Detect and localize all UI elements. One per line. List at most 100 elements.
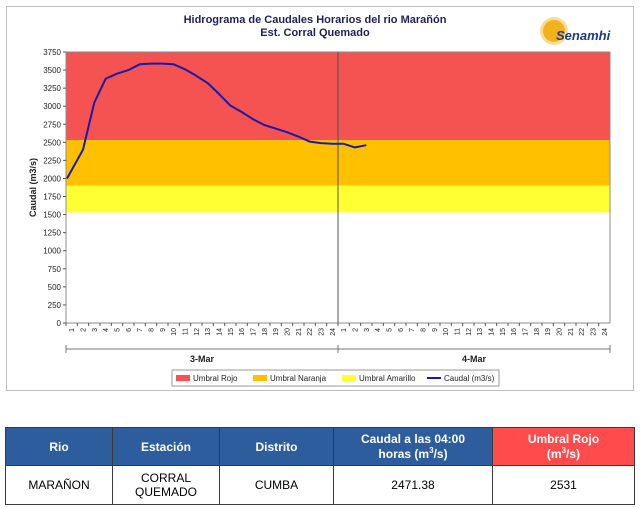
y-tick-label: 3000: [43, 102, 61, 111]
caudal-series-line: [66, 62, 367, 179]
x-tick-label: 23: [591, 328, 598, 336]
y-tick-label: 1250: [43, 229, 61, 238]
y-tick-label: 500: [48, 283, 62, 292]
cell-umbral: 2531: [492, 465, 635, 505]
y-tick-label: 0: [57, 319, 62, 328]
y-tick-label: 750: [48, 265, 62, 274]
x-tick-label: 17: [251, 328, 258, 336]
hydrograph-chart: 0250500750100012501500175020002250250027…: [28, 48, 611, 387]
x-tick-label: 18: [534, 328, 541, 336]
x-tick-label: 13: [477, 328, 484, 336]
y-tick-label: 1500: [43, 211, 61, 220]
y-tick-label: 250: [48, 301, 62, 310]
x-tick-label: 7: [137, 328, 144, 332]
x-tick-label: 14: [489, 328, 496, 336]
table-header-row: Rio Estación Distrito Caudal a las 04:00…: [5, 427, 635, 466]
x-tick-label: 2: [353, 328, 360, 332]
legend-label: Umbral Amarillo: [359, 374, 416, 383]
x-tick-label: 21: [296, 328, 303, 336]
legend-swatch: [253, 375, 267, 381]
cell-estacion-line2: QUEMADO: [134, 485, 197, 499]
y-tick-label: 2500: [43, 138, 61, 147]
cell-distrito: CUMBA: [219, 465, 334, 505]
x-tick-label: 12: [466, 328, 473, 336]
x-tick-label: 1: [341, 328, 348, 332]
day-label: 3-Mar: [190, 354, 215, 364]
header-umbral-line1: Umbral Rojo: [527, 432, 600, 446]
header-estacion: Estación: [112, 427, 220, 466]
header-distrito: Distrito: [219, 427, 334, 466]
legend-swatch: [176, 375, 190, 381]
y-tick-label: 3750: [43, 48, 61, 57]
header-caudal-line2: horas (m3/s): [378, 446, 448, 461]
x-tick-label: 5: [387, 328, 394, 332]
senamhi-logo-text: Senamhi: [556, 28, 611, 43]
header-umbral-rojo: Umbral Rojo (m3/s): [492, 427, 635, 466]
x-tick-label: 9: [432, 328, 439, 332]
x-tick-label: 18: [262, 328, 269, 336]
x-tick-label: 24: [330, 328, 337, 336]
table-row: MARAÑON CORRAL QUEMADO CUMBA 2471.38 253…: [5, 465, 635, 505]
x-tick-label: 14: [217, 328, 224, 336]
legend-box: [171, 369, 500, 387]
x-tick-label: 15: [228, 328, 235, 336]
x-tick-label: 8: [421, 328, 428, 332]
x-tick-label: 17: [523, 328, 530, 336]
chart-title-main: Hidrograma de Caudales Horarios del rio …: [183, 14, 447, 26]
x-tick-label: 3: [364, 328, 371, 332]
y-tick-label: 2750: [43, 120, 61, 129]
header-caudal-line1: Caudal a las 04:00: [360, 432, 466, 446]
day-label: 4-Mar: [462, 354, 487, 364]
x-tick-label: 2: [81, 328, 88, 332]
x-tick-label: 16: [511, 328, 518, 336]
x-tick-label: 15: [500, 328, 507, 336]
x-tick-label: 4: [375, 328, 382, 332]
x-tick-label: 19: [273, 328, 280, 336]
header-rio: Rio: [5, 427, 113, 466]
senamhi-logo-icon: [543, 20, 565, 42]
header-umbral-line2: (m3/s): [546, 446, 581, 461]
legend-label: Umbral Rojo: [193, 374, 238, 383]
header-caudal: Caudal a las 04:00 horas (m3/s): [333, 427, 493, 466]
x-tick-label: 9: [160, 328, 167, 332]
x-tick-label: 10: [443, 328, 450, 336]
x-tick-label: 13: [205, 328, 212, 336]
x-tick-label: 19: [545, 328, 552, 336]
cell-estacion: CORRAL QUEMADO: [112, 465, 220, 505]
x-tick-label: 11: [455, 328, 462, 335]
y-tick-label: 1750: [43, 193, 61, 202]
y-tick-label: 2250: [43, 156, 61, 165]
y-axis-label: Caudal (m3/s): [28, 158, 38, 217]
x-tick-label: 1: [69, 328, 76, 332]
y-tick-label: 3500: [43, 66, 61, 75]
legend-label: Umbral Naranja: [270, 374, 327, 383]
y-tick-label: 1000: [43, 247, 61, 256]
cell-caudal: 2471.38: [333, 465, 493, 505]
x-tick-label: 4: [103, 328, 110, 332]
x-tick-label: 10: [171, 328, 178, 336]
x-tick-label: 5: [115, 328, 122, 332]
x-tick-label: 7: [409, 328, 416, 332]
y-tick-label: 2000: [43, 174, 61, 183]
x-tick-label: 12: [194, 328, 201, 336]
x-tick-label: 6: [126, 328, 133, 332]
x-tick-label: 22: [307, 328, 314, 336]
cell-estacion-line1: CORRAL: [140, 471, 191, 485]
chart-subtitle: Est. Corral Quemado: [260, 27, 370, 39]
chart-title: Hidrograma de Caudales Horarios del rio …: [150, 14, 480, 40]
legend-swatch: [342, 375, 356, 381]
x-tick-label: 8: [149, 328, 156, 332]
station-info-table: Rio Estación Distrito Caudal a las 04:00…: [5, 427, 635, 505]
x-tick-label: 21: [568, 328, 575, 336]
x-tick-label: 3: [92, 328, 99, 332]
cell-rio: MARAÑON: [5, 465, 113, 505]
x-tick-label: 24: [602, 328, 609, 336]
x-tick-label: 23: [319, 328, 326, 336]
x-tick-label: 6: [398, 328, 405, 332]
legend-label: Caudal (m3/s): [444, 374, 495, 383]
x-tick-label: 20: [557, 328, 564, 336]
x-tick-label: 22: [579, 328, 586, 336]
x-tick-label: 16: [239, 328, 246, 336]
x-tick-label: 11: [183, 328, 190, 335]
x-tick-label: 20: [285, 328, 292, 336]
